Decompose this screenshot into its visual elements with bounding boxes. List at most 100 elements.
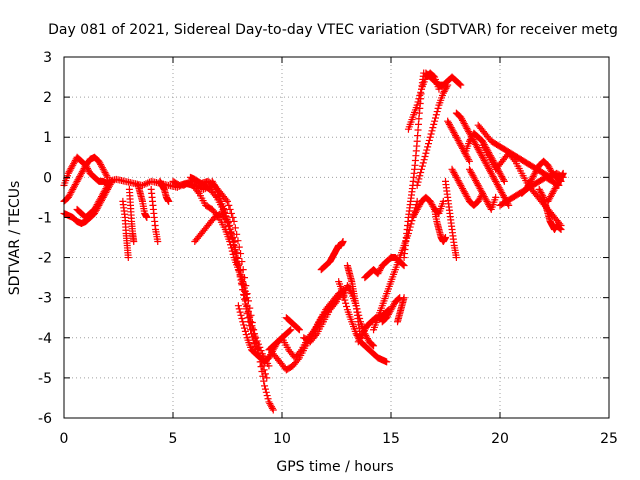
data-point-marker: [212, 184, 220, 192]
series-arc-12: [180, 177, 273, 370]
data-point-marker: [221, 209, 229, 217]
data-point-marker: [225, 222, 233, 230]
data-point-marker: [369, 341, 377, 349]
x-tick-label: 25: [600, 431, 618, 447]
data-point-marker: [424, 143, 432, 151]
y-tick-label: 3: [43, 50, 52, 66]
data-point-marker: [230, 217, 238, 225]
data-point-marker: [261, 385, 269, 393]
data-point-marker: [264, 395, 272, 403]
data-point-marker: [232, 250, 240, 258]
data-point-marker: [261, 382, 269, 390]
data-point-marker: [245, 318, 253, 326]
data-point-marker: [246, 322, 254, 330]
data-point-marker: [416, 172, 424, 180]
y-tick-label: 0: [43, 170, 52, 186]
series-arc-34: [409, 193, 447, 221]
data-point-marker: [343, 302, 351, 310]
data-point-marker: [415, 95, 423, 103]
series-arc-23: [330, 238, 347, 258]
y-tick-label: -4: [38, 331, 52, 347]
data-point-marker: [423, 146, 431, 154]
data-point-marker: [234, 258, 242, 266]
data-point-marker: [428, 127, 436, 135]
data-point-marker: [432, 111, 440, 119]
data-point-marker: [430, 120, 438, 128]
data-point-marker: [237, 311, 245, 319]
data-point-marker: [233, 254, 241, 262]
data-point-marker: [408, 217, 416, 225]
data-point-marker: [225, 201, 233, 209]
data-point-marker: [269, 406, 277, 414]
y-axis-label: SDTVAR / TECUs: [7, 181, 23, 296]
data-point-marker: [229, 238, 237, 246]
data-point-marker: [431, 117, 439, 125]
data-point-marker: [103, 172, 111, 180]
data-point-marker: [194, 188, 202, 196]
series-arc-26: [343, 262, 364, 342]
series-arc-36: [422, 69, 465, 89]
series-arc-37: [431, 205, 449, 246]
data-point-marker: [265, 362, 273, 370]
data-point-marker: [233, 230, 241, 238]
data-point-marker: [556, 225, 564, 233]
data-point-marker: [235, 266, 243, 274]
data-point-marker: [124, 254, 132, 262]
data-point-marker: [420, 156, 428, 164]
data-point-marker: [296, 347, 304, 355]
data-point-marker: [242, 331, 250, 339]
data-point-marker: [419, 159, 427, 167]
data-point-marker: [143, 213, 151, 221]
series-arc-30: [378, 294, 404, 326]
data-point-marker: [418, 165, 426, 173]
data-point-marker: [260, 377, 268, 385]
data-point-marker: [236, 271, 244, 279]
x-axis-label: GPS time / hours: [276, 459, 393, 475]
data-point-marker: [243, 310, 251, 318]
data-point-marker: [154, 238, 162, 246]
series-arc-4: [73, 181, 112, 221]
data-point-marker: [426, 133, 434, 141]
data-point-marker: [165, 197, 173, 205]
x-tick-label: 10: [273, 431, 291, 447]
data-point-marker: [400, 294, 408, 302]
y-tick-label: 2: [43, 90, 52, 106]
data-point-marker: [427, 130, 435, 138]
series-arc-49: [544, 169, 567, 205]
series-arc-38: [442, 177, 460, 262]
series-arc-20: [300, 286, 347, 346]
data-point-marker: [452, 254, 460, 262]
data-point-marker: [425, 136, 433, 144]
data-point-marker: [295, 326, 303, 334]
data-point-marker: [417, 88, 425, 96]
data-point-marker: [439, 197, 447, 205]
data-point-marker: [260, 366, 268, 374]
x-tick-label: 20: [491, 431, 509, 447]
series-arc-9: [147, 185, 162, 246]
data-point-marker: [424, 140, 432, 148]
data-point-marker: [312, 331, 320, 339]
data-point-marker: [342, 299, 350, 307]
data-point-marker: [222, 213, 230, 221]
data-point-marker: [231, 246, 239, 254]
data-point-marker: [414, 178, 422, 186]
data-point-marker: [228, 235, 236, 243]
data-point-marker: [433, 108, 441, 116]
series-arc-28: [361, 254, 408, 282]
series-arc-6: [119, 197, 132, 262]
data-point-marker: [263, 392, 271, 400]
series-arc-22: [317, 250, 338, 274]
data-point-marker: [422, 149, 430, 157]
data-point-marker: [431, 114, 439, 122]
data-point-marker: [224, 219, 232, 227]
data-marks: [60, 69, 567, 414]
data-point-marker: [234, 302, 242, 310]
series-arc-40: [448, 165, 487, 209]
data-point-marker: [559, 169, 567, 177]
data-point-marker: [399, 261, 407, 269]
data-point-marker: [262, 388, 270, 396]
y-tick-label: -1: [38, 210, 52, 226]
x-tick-label: 0: [60, 431, 69, 447]
data-point-marker: [421, 152, 429, 160]
